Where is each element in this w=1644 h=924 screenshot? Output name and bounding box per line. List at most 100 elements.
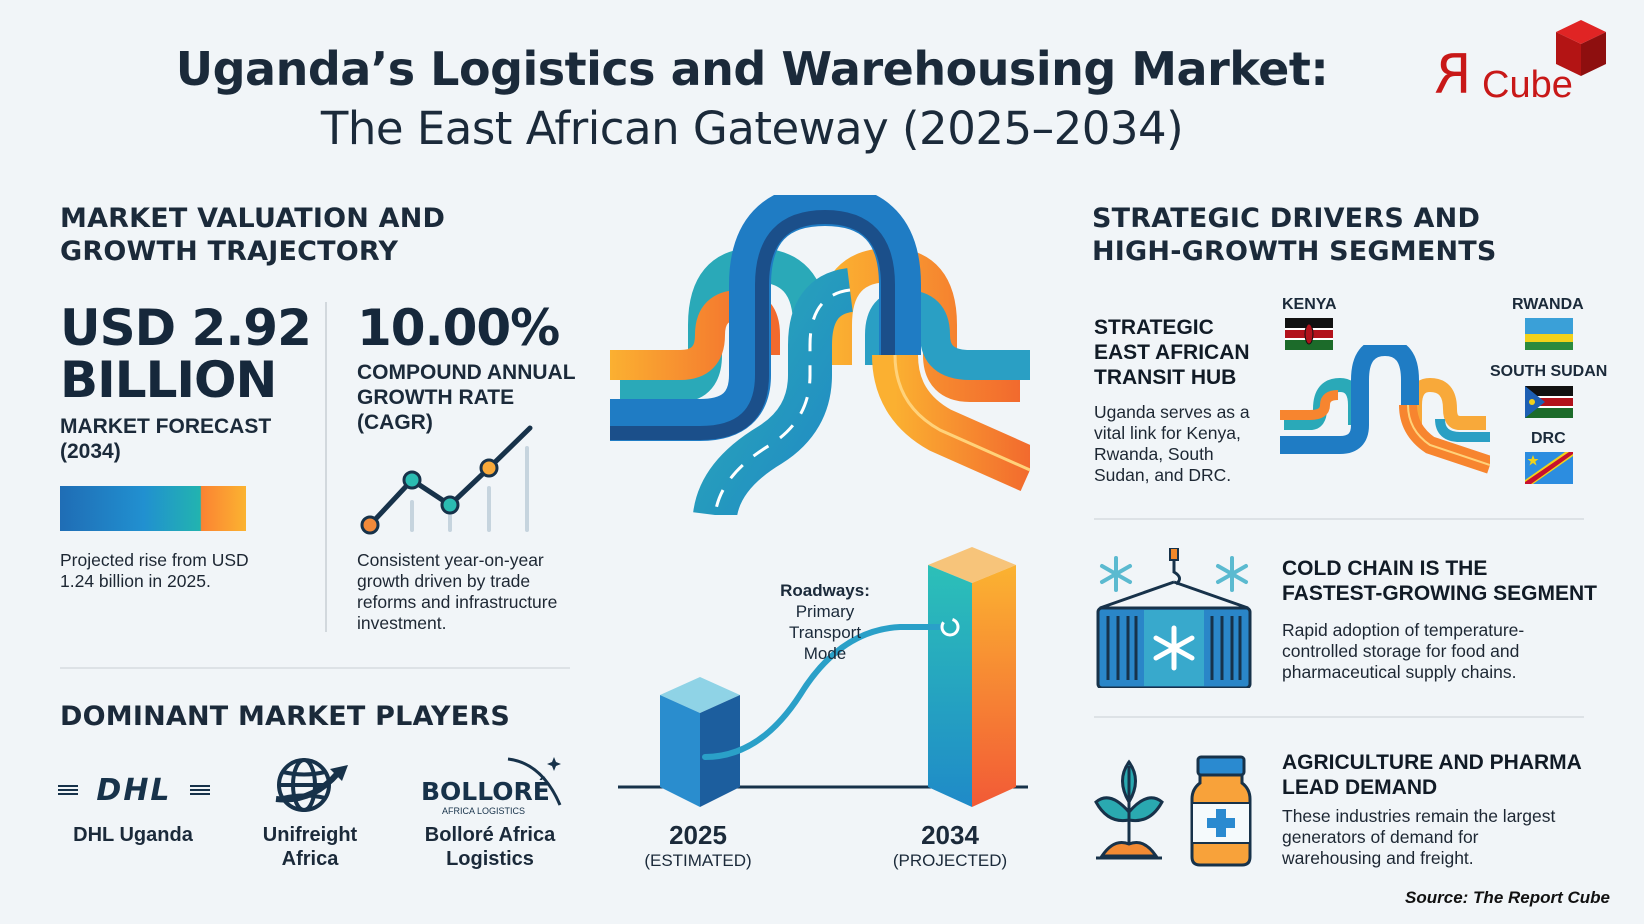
title-line: EAST AFRICAN (1094, 341, 1250, 364)
swoosh-star-icon (507, 757, 562, 806)
country-label-drc: DRC (1531, 430, 1566, 447)
label-line: GROWTH RATE (357, 386, 515, 409)
cold-chain-body: Rapid adoption of temperature- controlle… (1282, 620, 1524, 683)
transit-hub-title: STRATEGIC EAST AFRICAN TRANSIT HUB (1094, 315, 1250, 390)
country-label-rwanda: RWANDA (1512, 296, 1584, 313)
snowflake-icon (1100, 556, 1248, 592)
heading-line: MARKET VALUATION AND (60, 203, 446, 234)
title-line: FASTEST-GROWING SEGMENT (1282, 582, 1598, 605)
rcube-logo: R Cube (1430, 20, 1610, 106)
player-dhl-uganda: DHL Uganda (53, 823, 213, 847)
section-divider (1094, 716, 1584, 718)
column-divider (325, 302, 327, 632)
bollore-wordmark: BOLLORÉ (421, 777, 550, 806)
roadways-label: Roadways: Primary Transport Mode (755, 580, 895, 664)
bar-year: 2025 (669, 820, 727, 850)
source-credit: Source: The Report Cube (1405, 888, 1610, 907)
title-line: STRATEGIC (1094, 316, 1214, 339)
cold-chain-title: COLD CHAIN IS THE FASTEST-GROWING SEGMEN… (1282, 556, 1597, 606)
market-valuation-heading: MARKET VALUATION AND GROWTH TRAJECTORY (60, 202, 445, 268)
bar-label-2025: 2025 (ESTIMATED) (628, 820, 768, 871)
cagr-note: Consistent year-on-year growth driven by… (357, 550, 557, 634)
medicine-bottle-icon (1190, 755, 1252, 867)
note-line: 1.24 billion in 2025. (60, 571, 211, 591)
players-heading: DOMINANT MARKET PLAYERS (60, 701, 511, 732)
svg-text:DHL: DHL (96, 773, 171, 808)
note-line: Consistent year-on-year (357, 550, 544, 570)
mini-roads-illustration (1280, 345, 1490, 474)
page-subtitle: The East African Gateway (2025–2034) (320, 102, 1184, 155)
label-line: (CAGR) (357, 411, 433, 434)
label-line: COMPOUND ANNUAL (357, 361, 576, 384)
intertwined-roads-illustration (610, 195, 1030, 515)
dhl-logo-icon: DHL (58, 773, 210, 808)
body-line: Rwanda, South (1094, 444, 1214, 464)
bollore-logo: BOLLORÉ AFRICA LOGISTICS (418, 755, 563, 816)
player-name-line: Logistics (446, 848, 534, 870)
agri-pharma-body: These industries remain the largest gene… (1282, 806, 1555, 869)
country-label-south-sudan: SOUTH SUDAN (1490, 363, 1608, 380)
player-name-line: Bolloré Africa (424, 824, 556, 846)
title-line: COLD CHAIN IS THE (1282, 557, 1488, 580)
cagr-block: 10.00% COMPOUND ANNUAL GROWTH RATE (CAGR… (357, 302, 576, 435)
globe-arrow-icon (275, 758, 348, 812)
cagr-label: COMPOUND ANNUAL GROWTH RATE (CAGR) (357, 360, 576, 435)
player-name-line: Africa (281, 848, 339, 870)
cold-chain-container-icon (1096, 548, 1252, 688)
body-line: warehousing and freight. (1282, 848, 1474, 868)
section-divider (1094, 518, 1584, 520)
note-line: growth driven by trade (357, 571, 531, 591)
body-line: These industries remain the largest (1282, 806, 1556, 826)
label-line: Roadways: (780, 581, 870, 600)
body-line: Sudan, and DRC. (1094, 465, 1232, 485)
note-line: Projected rise from USD (60, 550, 249, 570)
body-line: Rapid adoption of temperature- (1282, 620, 1525, 640)
body-line: generators of demand for (1282, 827, 1479, 847)
rwanda-flag-icon (1525, 318, 1573, 350)
agri-pharma-title: AGRICULTURE AND PHARMA LEAD DEMAND (1282, 750, 1582, 800)
page-title: Uganda’s Logistics and Warehousing Marke… (175, 42, 1329, 96)
bar-label-2034: 2034 (PROJECTED) (880, 820, 1020, 871)
body-line: vital link for Kenya, (1094, 423, 1241, 443)
section-divider (60, 667, 570, 669)
valuation-year: (2034) (60, 440, 121, 463)
strategic-drivers-heading: STRATEGIC DRIVERS AND HIGH-GROWTH SEGMEN… (1092, 202, 1497, 268)
valuation-note: Projected rise from USD 1.24 billion in … (60, 550, 249, 592)
player-unifreight-africa: Unifreight Africa (230, 823, 390, 871)
heading-line: GROWTH TRAJECTORY (60, 236, 399, 267)
dhl-logo: DHL (58, 770, 210, 810)
growth-bar-illustration (618, 547, 1028, 807)
note-line: reforms and infrastructure (357, 592, 558, 612)
body-line: pharmaceutical supply chains. (1282, 662, 1517, 682)
valuation-block: USD 2.92 BILLION MARKET FORECAST (2034) (60, 302, 312, 464)
body-line: Uganda serves as a (1094, 402, 1250, 422)
valuation-label: MARKET FORECAST (60, 415, 272, 438)
label-line: Primary (795, 602, 855, 621)
body-line: controlled storage for food and (1282, 641, 1520, 661)
note-line: investment. (357, 613, 447, 633)
label-line: Transport (788, 623, 862, 642)
drc-flag-icon (1525, 452, 1573, 484)
kenya-flag-icon (1285, 318, 1333, 350)
heading-line: STRATEGIC DRIVERS AND (1092, 203, 1481, 234)
heading-line: HIGH-GROWTH SEGMENTS (1092, 236, 1497, 267)
growth-gradient-bar (60, 486, 246, 531)
country-label-kenya: KENYA (1282, 296, 1337, 313)
growth-line-chart-icon (360, 425, 533, 535)
logo-mark: R (1434, 43, 1472, 106)
valuation-unit: BILLION (60, 351, 277, 409)
player-name-line: DHL Uganda (73, 824, 193, 846)
transit-hub-body: Uganda serves as a vital link for Kenya,… (1094, 402, 1250, 486)
bar-year: 2034 (921, 820, 979, 850)
south-sudan-flag-icon (1525, 386, 1573, 418)
title-line: AGRICULTURE AND PHARMA (1282, 751, 1582, 774)
player-bollore-africa-logistics: Bolloré Africa Logistics (410, 823, 570, 871)
cagr-value: 10.00% (357, 299, 560, 357)
bar-sub: (ESTIMATED) (644, 851, 752, 870)
plant-sprout-icon (1094, 759, 1164, 860)
player-name-line: Unifreight (262, 824, 358, 846)
bollore-subtitle: AFRICA LOGISTICS (442, 806, 526, 816)
bar-sub: (PROJECTED) (892, 851, 1008, 870)
title-line: TRANSIT HUB (1094, 366, 1237, 389)
logo-text: Cube (1482, 64, 1573, 106)
